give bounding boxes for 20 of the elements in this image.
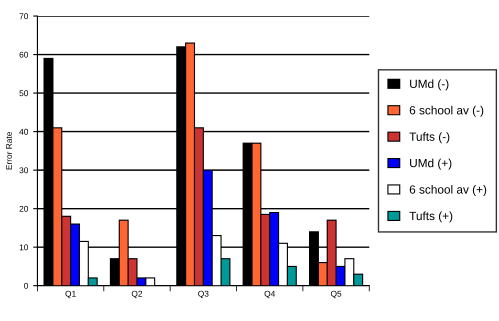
- y-tick-label: 50: [19, 90, 28, 96]
- legend-label: 6 school av (-): [410, 106, 484, 117]
- x-tick-label: Q4: [264, 290, 276, 298]
- y-axis-title: Error Rate: [6, 132, 12, 170]
- y-tick-label: 0: [24, 282, 28, 289]
- y-tick-label: 30: [19, 167, 28, 174]
- legend-label: Tufts (+): [409, 211, 452, 222]
- x-tick-label: Q2: [132, 290, 142, 298]
- y-tick-label: 40: [19, 128, 28, 135]
- x-tick-label: Q3: [198, 290, 209, 298]
- x-tick-label: Q5: [330, 290, 342, 298]
- y-tick-label: 10: [20, 244, 28, 250]
- legend-label: Tufts (-): [409, 132, 450, 144]
- legend-label: 6 school av (+): [410, 185, 486, 196]
- legend-label: UMd (-): [410, 79, 448, 90]
- y-tick-label: 60: [20, 52, 28, 58]
- y-tick-label: 70: [20, 13, 28, 20]
- x-tick-label: Q1: [65, 290, 76, 298]
- y-tick-label: 20: [20, 206, 28, 212]
- legend-label: UMd (+): [410, 158, 452, 170]
